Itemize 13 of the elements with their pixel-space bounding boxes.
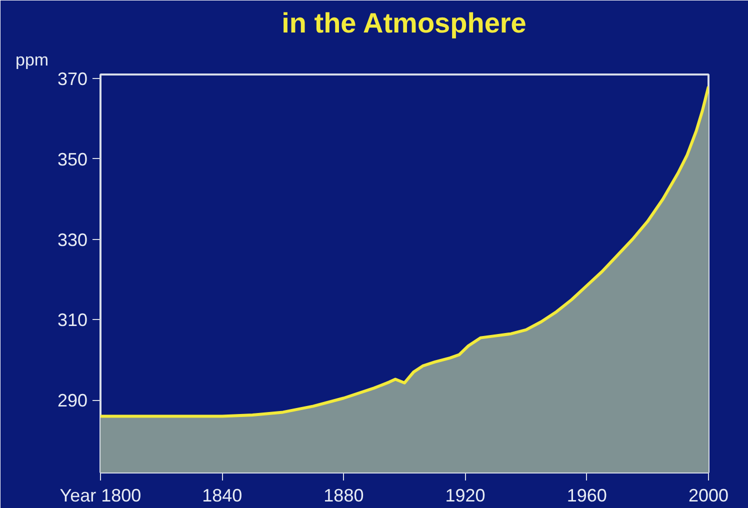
x-tick-label: Year 1800 [60,486,142,506]
y-tick-label: 290 [57,390,88,411]
x-tick-label: 1840 [202,486,242,506]
y-tick-label: 310 [57,310,88,330]
chart-title: in the Atmosphere [282,8,526,38]
x-tick-label: 2000 [688,486,729,506]
x-tick-label: 1960 [566,486,607,506]
y-tick-label: 330 [57,230,88,250]
y-axis-title: ppm [16,50,49,70]
y-tick-label: 350 [57,149,88,170]
y-tick-label: 370 [57,69,88,90]
x-tick-label: 1920 [445,486,486,506]
x-tick-label: 1880 [324,486,364,506]
